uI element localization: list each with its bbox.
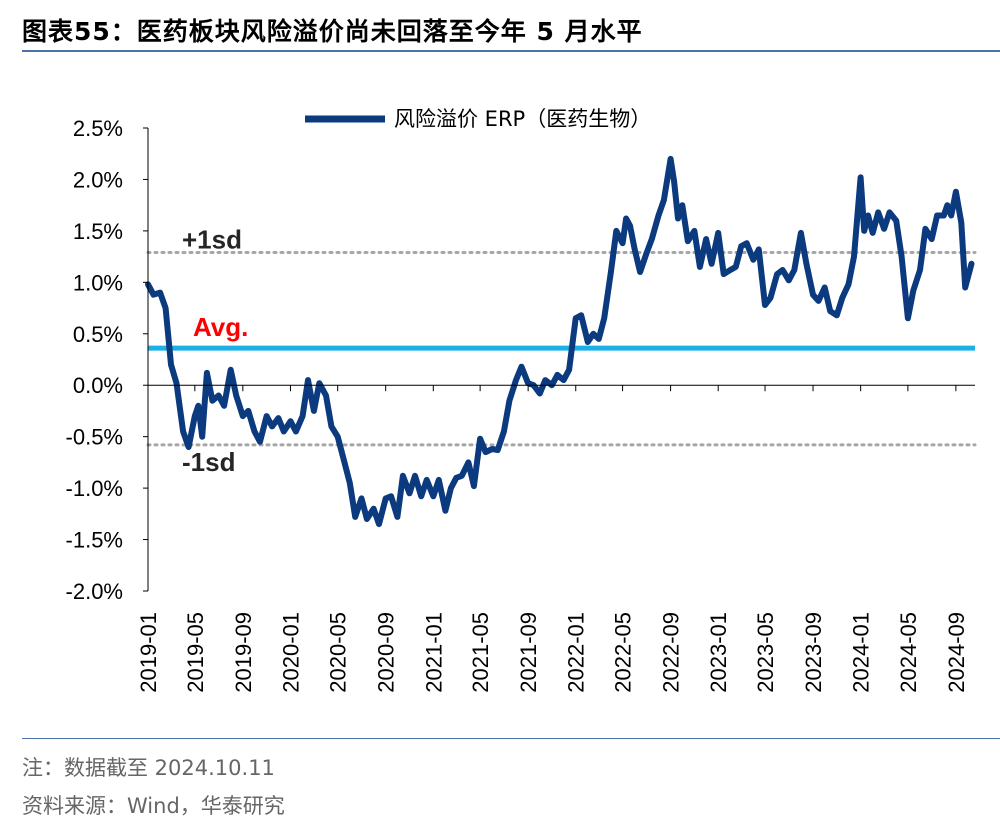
x-tick-label: 2024-09 xyxy=(944,612,969,693)
title-rule xyxy=(22,50,1000,52)
x-tick-label: 2020-05 xyxy=(326,612,351,693)
x-tick-label: 2021-09 xyxy=(516,612,541,693)
y-tick-label: 2.0% xyxy=(73,167,123,192)
y-tick-label: -0.5% xyxy=(66,425,123,450)
x-tick-label: 2021-01 xyxy=(421,612,446,693)
x-tick-label: 2020-01 xyxy=(278,612,303,693)
footer-rule xyxy=(22,738,1000,739)
x-tick-label: 2019-05 xyxy=(183,612,208,693)
y-tick-label: 1.0% xyxy=(73,270,123,295)
series-layer xyxy=(145,155,975,528)
y-tick-label: 2.5% xyxy=(73,116,123,141)
x-tick-label: 2019-01 xyxy=(136,612,161,693)
x-tick-label: 2019-09 xyxy=(231,612,256,693)
x-tick-label: 2022-09 xyxy=(659,612,684,693)
data-note: 注：数据截至 2024.10.11 xyxy=(22,756,275,780)
y-tick-label: -1.5% xyxy=(66,528,123,553)
x-tick-label: 2023-09 xyxy=(801,612,826,693)
figure-title: 图表55：医药板块风险溢价尚未回落至今年 5 月水平 xyxy=(22,12,643,48)
reference-lines: +1sd Avg. -1sd xyxy=(146,224,977,477)
x-tick-label: 2024-05 xyxy=(896,612,921,693)
legend-label: 风险溢价 ERP（医药生物） xyxy=(394,107,651,131)
series-line-erp xyxy=(145,155,975,528)
figure-label: 图表55： xyxy=(22,17,137,46)
y-tick-label: -2.0% xyxy=(66,579,123,604)
y-tick-label: -1.0% xyxy=(66,476,123,501)
legend: 风险溢价 ERP（医药生物） xyxy=(305,107,651,131)
y-tick-label: 0.0% xyxy=(73,373,123,398)
erp-line-chart: +1sd Avg. -1sd 2.5% 2.0% 1.5% 1.0% 0.5% 0.0% -0.… xyxy=(66,107,977,693)
x-tick-label: 2022-05 xyxy=(611,612,636,693)
avg-label: Avg. xyxy=(193,312,248,342)
figure-title-text: 医药板块风险溢价尚未回落至今年 5 月水平 xyxy=(136,17,643,46)
x-tick-label: 2020-09 xyxy=(374,612,399,693)
x-tick-label: 2023-01 xyxy=(706,612,731,693)
x-tick-label: 2022-01 xyxy=(564,612,589,693)
sd-label: -1sd xyxy=(182,447,235,477)
axes: 2.5% 2.0% 1.5% 1.0% 0.5% 0.0% -0.5% -1.0% -1.5% -… xyxy=(66,116,975,693)
y-tick-label: 0.5% xyxy=(73,322,123,347)
x-tick-label: 2021-05 xyxy=(468,612,493,693)
sd-label: +1sd xyxy=(182,224,242,254)
x-tick-label: 2023-05 xyxy=(753,612,778,693)
y-tick-label: 1.5% xyxy=(73,219,123,244)
x-tick-label: 2024-01 xyxy=(849,612,874,693)
source-note: 资料来源：Wind，华泰研究 xyxy=(22,794,285,818)
